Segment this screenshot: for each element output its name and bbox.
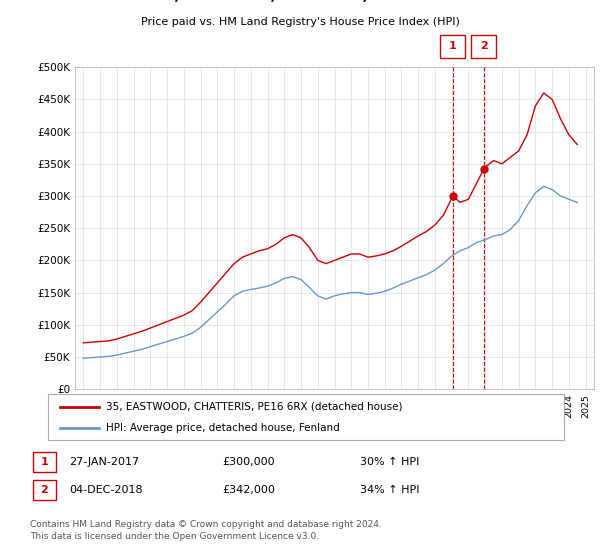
Text: Price paid vs. HM Land Registry's House Price Index (HPI): Price paid vs. HM Land Registry's House … — [140, 17, 460, 27]
Text: 35, EASTWOOD, CHATTERIS, PE16 6RX: 35, EASTWOOD, CHATTERIS, PE16 6RX — [156, 0, 444, 3]
Text: 1: 1 — [41, 457, 48, 467]
Text: 04-DEC-2018: 04-DEC-2018 — [69, 485, 143, 495]
Text: 34% ↑ HPI: 34% ↑ HPI — [360, 485, 419, 495]
Text: 35, EASTWOOD, CHATTERIS, PE16 6RX (detached house): 35, EASTWOOD, CHATTERIS, PE16 6RX (detac… — [106, 402, 403, 412]
Text: £342,000: £342,000 — [222, 485, 275, 495]
Text: 30% ↑ HPI: 30% ↑ HPI — [360, 457, 419, 467]
Text: 27-JAN-2017: 27-JAN-2017 — [69, 457, 139, 467]
Text: HPI: Average price, detached house, Fenland: HPI: Average price, detached house, Fenl… — [106, 423, 340, 433]
Text: 1: 1 — [449, 41, 457, 52]
Text: 2: 2 — [480, 41, 488, 52]
Text: This data is licensed under the Open Government Licence v3.0.: This data is licensed under the Open Gov… — [30, 532, 319, 541]
Text: Contains HM Land Registry data © Crown copyright and database right 2024.: Contains HM Land Registry data © Crown c… — [30, 520, 382, 529]
Text: £300,000: £300,000 — [222, 457, 275, 467]
Text: 2: 2 — [41, 485, 48, 495]
